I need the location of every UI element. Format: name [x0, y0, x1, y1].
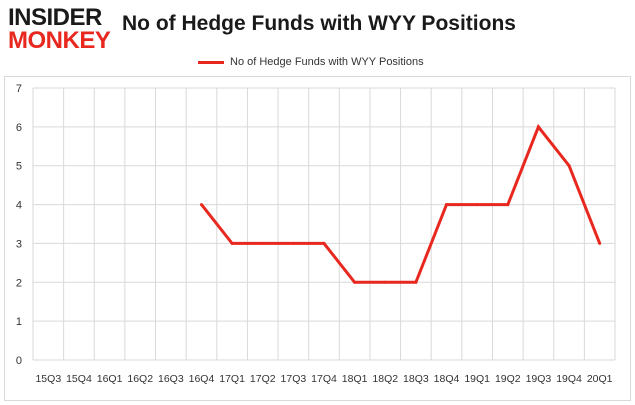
data-point [536, 125, 540, 129]
x-tick-label: 18Q3 [403, 373, 429, 385]
logo-text-bottom: MONKEY [8, 27, 111, 54]
x-tick-label: 20Q1 [587, 373, 613, 385]
data-point [383, 280, 387, 284]
y-tick-label: 6 [16, 122, 22, 134]
x-tick-label: 19Q2 [495, 373, 521, 385]
legend-label: No of Hedge Funds with WYY Positions [230, 56, 424, 68]
y-tick-label: 2 [16, 277, 22, 289]
y-tick-label: 5 [16, 161, 22, 173]
insider-monkey-logo: INSIDER MONKEY [8, 6, 116, 54]
data-point [475, 203, 479, 207]
chart-frame [4, 76, 631, 401]
y-tick-label: 1 [16, 316, 22, 328]
x-tick-label: 19Q3 [526, 373, 552, 385]
data-point [291, 241, 295, 245]
data-point [322, 241, 326, 245]
x-tick-label: 16Q3 [158, 373, 184, 385]
x-tick-label: 17Q3 [281, 373, 307, 385]
logo-text-top: INSIDER [8, 4, 102, 31]
data-point [567, 164, 571, 168]
chart-legend: No of Hedge Funds with WYY Positions [198, 54, 424, 70]
y-tick-label: 3 [16, 238, 22, 250]
x-tick-label: 15Q4 [66, 373, 92, 385]
data-point [230, 241, 234, 245]
x-tick-label: 16Q2 [127, 373, 153, 385]
x-tick-label: 18Q2 [372, 373, 398, 385]
x-tick-label: 17Q4 [311, 373, 337, 385]
x-tick-label: 17Q2 [250, 373, 276, 385]
x-tick-label: 17Q1 [219, 373, 245, 385]
x-tick-label: 18Q1 [342, 373, 368, 385]
data-point [598, 241, 602, 245]
x-tick-label: 19Q4 [556, 373, 582, 385]
data-point [199, 203, 203, 207]
chart-title: No of Hedge Funds with WYY Positions [122, 12, 516, 35]
y-tick-label: 0 [16, 355, 22, 367]
data-point [445, 203, 449, 207]
x-tick-label: 18Q4 [434, 373, 460, 385]
x-tick-label: 15Q3 [35, 373, 61, 385]
data-point [414, 280, 418, 284]
data-point [353, 280, 357, 284]
x-tick-label: 16Q1 [97, 373, 123, 385]
y-tick-label: 4 [16, 200, 22, 212]
legend-swatch [198, 60, 224, 64]
x-tick-label: 16Q4 [189, 373, 215, 385]
data-point [261, 241, 265, 245]
y-tick-label: 7 [16, 83, 22, 95]
series-line [200, 123, 602, 284]
data-point [506, 203, 510, 207]
x-tick-label: 19Q1 [464, 373, 490, 385]
